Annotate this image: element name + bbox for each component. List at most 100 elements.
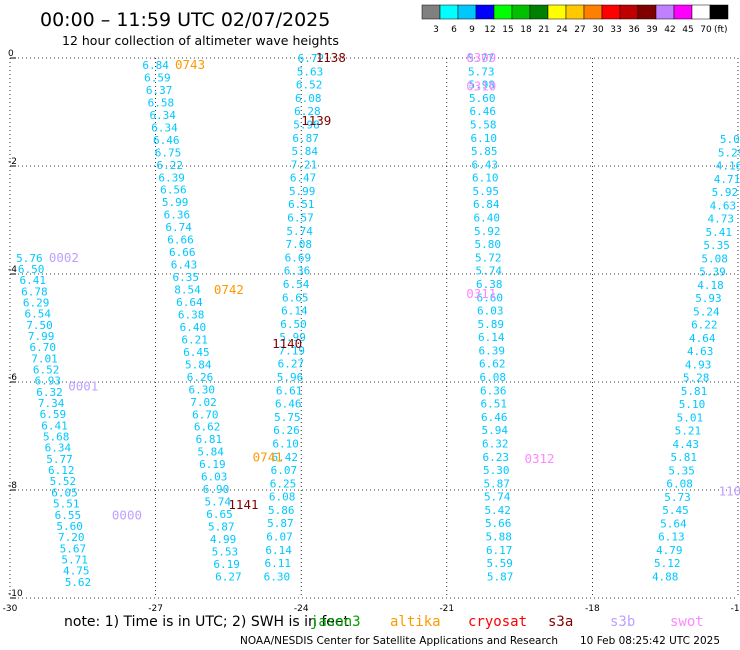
swh-value-label: 6.70	[30, 341, 57, 354]
swh-value-label: 6.42	[272, 451, 299, 464]
time-label: 1102	[719, 484, 740, 499]
swh-value-label: 6.27	[278, 358, 305, 371]
swh-value-label: 7.50	[26, 319, 53, 332]
swh-value-label: 6.03	[201, 471, 228, 484]
swh-value-label: 6.72	[298, 52, 325, 65]
swh-value-label: 5.68	[43, 431, 70, 444]
swh-value-label: 6.43	[171, 259, 198, 272]
swh-value-label: 6.29	[23, 296, 50, 309]
swh-value-label: 5.63	[297, 65, 324, 78]
scale-label: 24	[556, 25, 568, 35]
swh-value-label: 6.28	[294, 105, 321, 118]
swh-value-label: 5.08	[701, 252, 728, 265]
swh-value-label: 6.87	[292, 132, 319, 145]
swh-value-label: 6.36	[480, 384, 507, 397]
swh-value-label: 4.16	[716, 160, 740, 173]
scale-swatch	[691, 4, 711, 20]
swh-value-label: 6.30	[264, 570, 291, 583]
swh-value-label: 5.45	[662, 504, 689, 517]
swh-value-label: 7.34	[38, 397, 65, 410]
swh-value-label: 6.08	[479, 371, 506, 384]
swh-value-label: 6.52	[33, 364, 60, 377]
scale-swatch	[637, 4, 657, 20]
swh-value-label: 6.39	[158, 171, 185, 184]
swh-value-label: 5.92	[474, 225, 501, 238]
swh-value-label: 6.84	[142, 59, 169, 72]
scale-label: 18	[520, 25, 532, 35]
swh-value-label: 7.21	[291, 158, 318, 171]
swh-value-label: 5.87	[483, 477, 510, 490]
swh-value-label: 5.81	[670, 451, 697, 464]
scale-swatch	[421, 4, 441, 20]
swh-value-label: 6.05	[51, 486, 78, 499]
time-label: 0312	[524, 451, 554, 466]
swh-value-label: 6.10	[272, 437, 299, 450]
scale-label: 3	[433, 25, 439, 35]
swh-value-label: 5.58	[470, 118, 497, 131]
swh-value-label: 6.41	[41, 419, 68, 432]
swh-value-label: 5.72	[475, 251, 502, 264]
satellite-legend-item: cryosat	[468, 614, 527, 630]
swh-value-label: 6.75	[155, 146, 182, 159]
swh-value-label: 5.87	[267, 517, 294, 530]
swh-value-label: 6.60	[476, 291, 503, 304]
time-label: 0001	[68, 378, 98, 393]
swh-value-label: 6.40	[473, 212, 500, 225]
swh-value-label: 6.32	[482, 437, 509, 450]
swh-value-label: 6.10	[472, 172, 499, 185]
swh-value-label: 6.70	[192, 408, 219, 421]
swh-value-label: 6.54	[25, 308, 52, 321]
scale-label: 70	[700, 25, 712, 35]
swh-value-label: 4.64	[689, 332, 716, 345]
x-tick-label: -30	[3, 604, 18, 614]
swh-value-label: 6.12	[48, 464, 75, 477]
swh-value-label: 5.59	[486, 557, 513, 570]
swh-value-label: 6.46	[481, 411, 508, 424]
x-tick-label: -18	[585, 604, 600, 614]
swh-value-label: 6.46	[470, 105, 497, 118]
swh-value-label: 6.30	[189, 383, 216, 396]
swh-value-label: 5.84	[197, 446, 224, 459]
swh-value-label: 6.43	[472, 158, 499, 171]
swh-value-label: 6.27	[215, 570, 242, 583]
swh-value-label: 6.08	[666, 478, 693, 491]
swh-value-label: 6.93	[35, 375, 62, 388]
scale-label: 42	[664, 25, 675, 35]
scale-swatch	[673, 4, 693, 20]
swh-value-label: 6.59	[40, 408, 67, 421]
wave-height-color-scale: 3 6 9 12 15 18 21 24 27 30 33 36 39 42 45 70 (ft)	[421, 4, 729, 35]
swh-value-label: 6.54	[283, 278, 310, 291]
swh-value-label: 6.26	[273, 424, 300, 437]
swh-value-label: 6.07	[266, 531, 293, 544]
scale-swatch	[511, 4, 531, 20]
swh-value-label: 5.35	[703, 239, 730, 252]
scale-label: 30	[592, 25, 604, 35]
swh-value-label: 5.29	[718, 146, 740, 159]
swh-value-label: 6.39	[478, 344, 505, 357]
satellite-legend-item: swot	[670, 614, 704, 630]
swh-value-label: 5.99	[289, 185, 316, 198]
swh-value-label: 5.84	[292, 145, 319, 158]
swh-value-label: 6.34	[149, 109, 176, 122]
swh-value-label: 5.12	[654, 557, 681, 570]
footer-credit: NOAA/NESDIS Center for Satellite Applica…	[240, 635, 558, 647]
scale-swatch	[529, 4, 549, 20]
scale-swatch	[439, 4, 459, 20]
scale-swatch	[619, 4, 639, 20]
swh-value-label: 6.66	[169, 246, 196, 259]
swh-value-label: 6.55	[55, 509, 82, 522]
swh-value-label: 6.22	[691, 319, 718, 332]
time-label: 0741	[253, 450, 283, 465]
scale-swatch	[475, 4, 495, 20]
time-label: 1138	[316, 50, 346, 65]
swh-value-label: 6.62	[479, 358, 506, 371]
swh-value-label: 5.60	[469, 92, 496, 105]
swh-value-label: 6.11	[265, 557, 292, 570]
swh-value-label: 6.21	[181, 333, 208, 346]
footer-note: note: 1) Time is in UTC; 2) SWH is in fe…	[64, 614, 350, 630]
y-tick-label: -4	[8, 265, 17, 275]
swh-value-label: 5.73	[468, 65, 495, 78]
swh-value-label: 6.50	[280, 318, 307, 331]
swh-value-label: 5.92	[712, 186, 739, 199]
